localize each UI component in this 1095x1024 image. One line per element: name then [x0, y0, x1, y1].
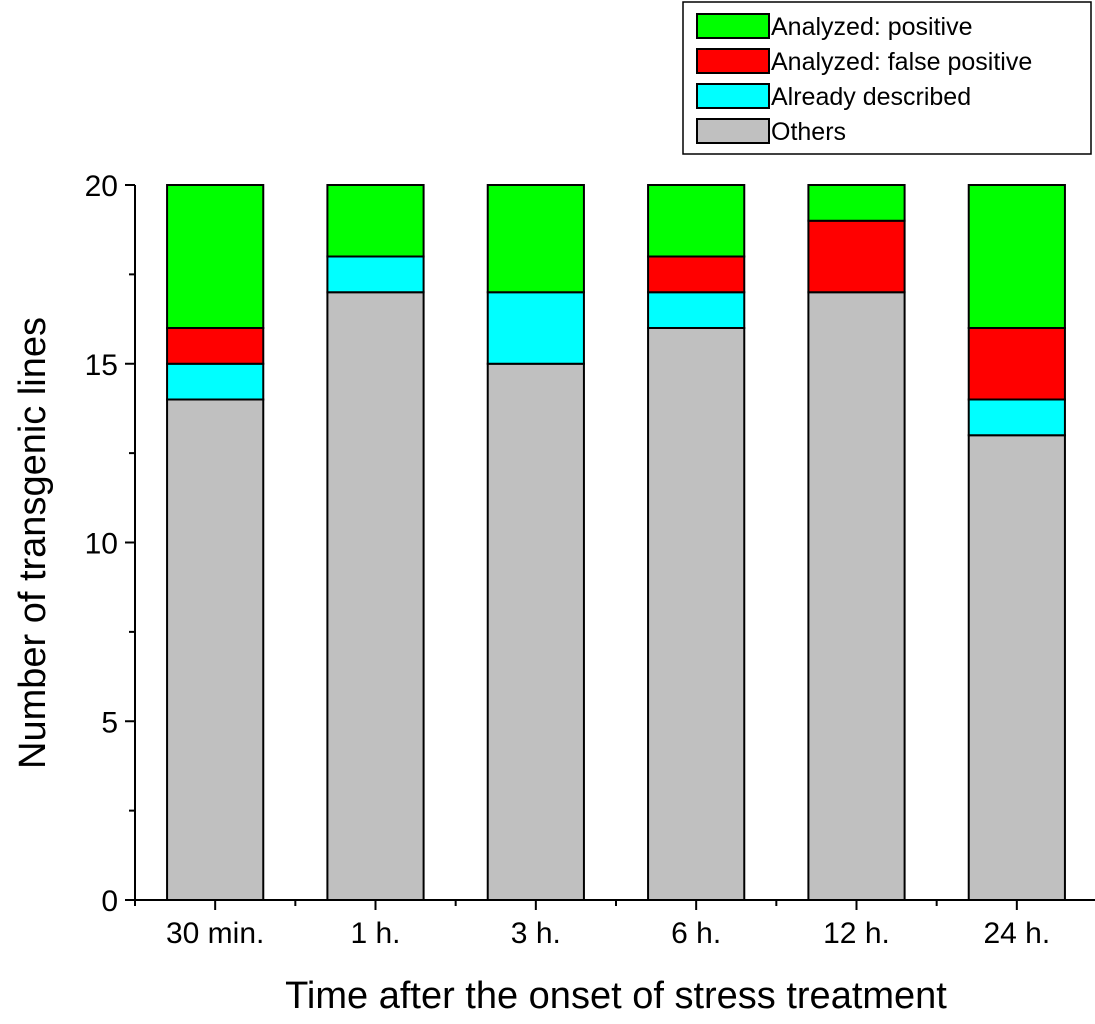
bar-others-6 [967, 434, 1066, 901]
bar-analyzed-false-positive-5 [807, 219, 906, 294]
bar-others-2 [326, 291, 425, 901]
legend-label-analyzed-false-positive: Analyzed: false positive [771, 48, 1032, 76]
legend-label-analyzed-positive: Analyzed: positive [771, 13, 973, 41]
bar-already-described-4 [647, 291, 746, 329]
bar-analyzed-positive-4 [647, 184, 746, 258]
bar-analyzed-false-positive-6 [967, 327, 1066, 401]
x-tick-label: 6 h. [671, 917, 721, 950]
x-tick-label: 3 h. [511, 917, 561, 950]
legend-label-others: Others [771, 118, 846, 146]
bar-analyzed-positive-1 [166, 184, 265, 329]
legend-swatch-others [696, 118, 770, 144]
axes-layer: 0 5 10 15 20 30 min. 1 h. 3 h. 6 h. 12 h. 24 h. [85, 170, 1095, 950]
bar-analyzed-positive-2 [326, 184, 425, 258]
bars-layer [166, 184, 1066, 901]
y-tick-label: 15 [85, 349, 118, 382]
bar-analyzed-positive-6 [967, 184, 1066, 329]
y-axis-title: Number of transgenic lines [12, 317, 54, 769]
legend-label-already-described: Already described [771, 83, 971, 111]
y-tick-label: 10 [85, 528, 118, 561]
x-tick-label: 1 h. [350, 917, 400, 950]
bar-analyzed-false-positive-4 [647, 255, 746, 294]
bar-already-described-2 [326, 255, 425, 294]
bar-already-described-6 [967, 398, 1066, 437]
x-tick-label: 24 h. [983, 917, 1050, 950]
bar-analyzed-positive-5 [807, 184, 906, 222]
legend-swatch-analyzed-false-positive [696, 48, 770, 74]
legend-swatch-analyzed-positive [696, 13, 770, 39]
y-tick-label: 0 [101, 885, 118, 918]
bar-analyzed-positive-3 [486, 184, 585, 294]
y-tick-label: 5 [101, 706, 118, 739]
x-tick-label: 12 h. [823, 917, 890, 950]
bar-others-4 [647, 327, 746, 901]
bar-already-described-3 [486, 291, 585, 365]
x-tick-label: 30 min. [166, 917, 264, 950]
bar-others-1 [166, 398, 265, 901]
legend-swatch-already-described [696, 83, 770, 109]
x-axis-title: Time after the onset of stress treatment [285, 975, 947, 1017]
bar-others-3 [486, 362, 585, 901]
bar-analyzed-false-positive-1 [166, 327, 265, 365]
bar-already-described-1 [166, 362, 265, 401]
bar-others-5 [807, 291, 906, 901]
legend: Analyzed: positive Analyzed: false positi… [682, 1, 1092, 155]
y-tick-label: 20 [85, 170, 118, 203]
